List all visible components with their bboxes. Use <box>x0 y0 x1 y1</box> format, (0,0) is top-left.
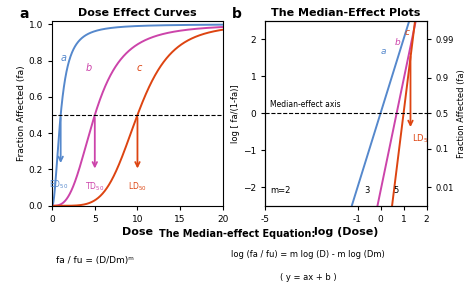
Text: a: a <box>381 47 386 56</box>
Text: a: a <box>19 7 28 21</box>
Text: b: b <box>86 64 92 74</box>
Text: a: a <box>61 53 67 63</box>
Text: log (fa / fu) = m log (D) - m log (Dm): log (fa / fu) = m log (D) - m log (Dm) <box>231 250 385 259</box>
X-axis label: log (Dose): log (Dose) <box>314 227 378 237</box>
Text: b: b <box>394 38 400 46</box>
Y-axis label: log [ fa/(1-fa)]: log [ fa/(1-fa)] <box>231 84 240 143</box>
Text: c: c <box>405 28 410 37</box>
Text: m=2: m=2 <box>270 186 291 195</box>
Title: Dose Effect Curves: Dose Effect Curves <box>78 9 197 19</box>
Text: LD$_{50}$: LD$_{50}$ <box>128 181 147 193</box>
Text: fa / fu = (D/Dm)ᵐ: fa / fu = (D/Dm)ᵐ <box>56 256 134 265</box>
Text: c: c <box>137 64 142 74</box>
Text: ED$_{50}$: ED$_{50}$ <box>49 179 68 191</box>
Text: ( y = ax + b ): ( y = ax + b ) <box>280 273 337 283</box>
Text: TD$_{50}$: TD$_{50}$ <box>85 181 104 193</box>
Title: The Median-Effect Plots: The Median-Effect Plots <box>271 9 421 19</box>
X-axis label: Dose: Dose <box>122 227 153 237</box>
Text: Median-effect axis: Median-effect axis <box>270 100 341 109</box>
Text: 3: 3 <box>365 186 370 195</box>
Text: 5: 5 <box>393 186 399 195</box>
Text: b: b <box>232 7 242 21</box>
Text: The Median-effect Equation:: The Median-effect Equation: <box>159 229 315 239</box>
Y-axis label: Fraction Affected (fa): Fraction Affected (fa) <box>17 65 26 161</box>
Y-axis label: Fraction Affected (fa): Fraction Affected (fa) <box>457 69 466 158</box>
Text: LD$_{50}$: LD$_{50}$ <box>411 132 432 145</box>
